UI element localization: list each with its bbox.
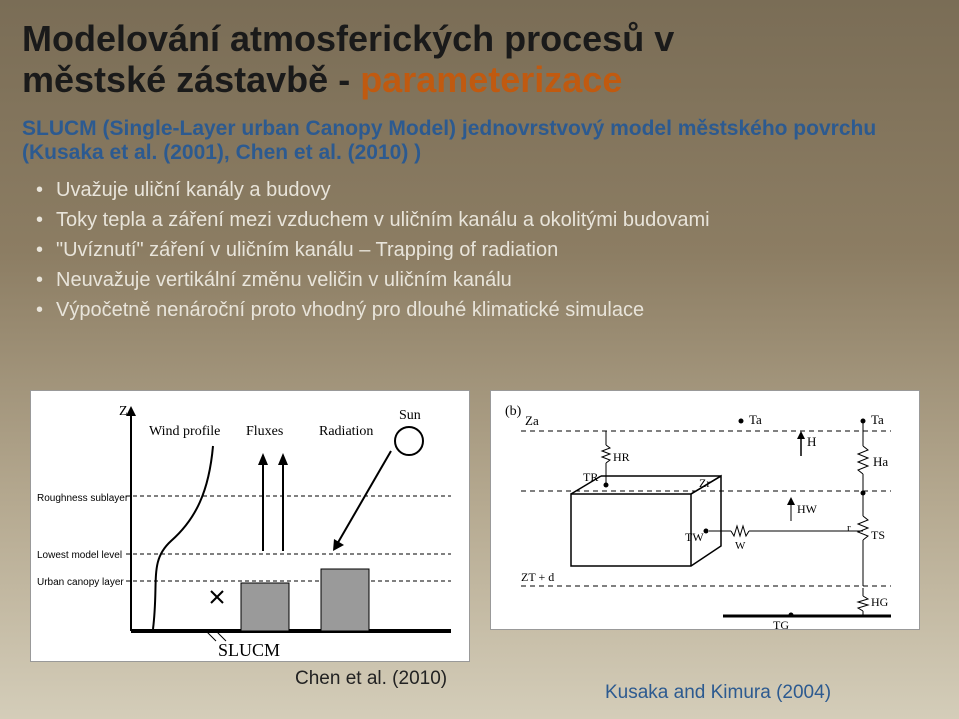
bullet-item: "Uvíznutí" záření v uličním kanálu – Tra… [56,237,937,264]
citation-chen: Chen et al. (2010) [295,668,447,690]
subtitle: SLUCM (Single-Layer urban Canopy Model) … [0,111,959,173]
w-label: W [735,540,746,552]
z-axis-label: Z [119,404,128,419]
r-label: r [847,522,851,534]
h-label: H [807,434,816,449]
bullet-item: Toky tepla a záření mezi vzduchem v ulič… [56,207,937,234]
slide-title: Modelování atmosferických procesů v měst… [0,0,959,111]
canopy-layer-label: Urban canopy layer [37,577,124,588]
hw-label: HW [797,502,818,516]
diagram-slucm: Z Roughness sublayer Lowest model level … [30,390,470,662]
tr-label: TR [583,470,598,484]
fluxes-label: Fluxes [246,424,283,439]
hg-label: HG [871,595,889,609]
sun-label: Sun [399,408,421,423]
ta-label: Ta [749,412,762,427]
ta-label-2: Ta [871,412,884,427]
ha-label: Ha [873,454,888,469]
zt-d-label: ZT + d [521,570,554,584]
citation-kusaka: Kusaka and Kimura (2004) [605,682,831,704]
bullet-item: Uvažuje uliční kanály a budovy [56,177,937,204]
title-line1: Modelování atmosferických procesů v [22,18,674,59]
ts-label: TS [871,528,885,542]
slucm-caption: SLUCM [218,640,280,661]
tw-label: TW [685,530,704,544]
wind-profile-label: Wind profile [149,424,220,439]
title-line2-dark: městské zástavbě - [22,59,360,100]
lowest-level-label: Lowest model level [37,550,122,561]
tg-label: TG [773,618,789,631]
title-line2-orange: parameterizace [360,59,622,100]
diagram-circuit: (b) Za Ta Ta H Ha Zr [490,390,920,630]
bullet-item: Výpočetně nenároční proto vhodný pro dlo… [56,297,937,324]
bullet-item: Neuvažuje vertikální změnu veličin v uli… [56,267,937,294]
za-label: Za [525,413,539,428]
radiation-label: Radiation [319,424,373,439]
diagram-row: Z Roughness sublayer Lowest model level … [30,390,929,662]
hr-label: HR [613,450,630,464]
bullet-list: Uvažuje uliční kanály a budovy Toky tepl… [0,173,959,324]
panel-b-label: (b) [505,404,522,419]
roughness-label: Roughness sublayer [37,493,129,504]
